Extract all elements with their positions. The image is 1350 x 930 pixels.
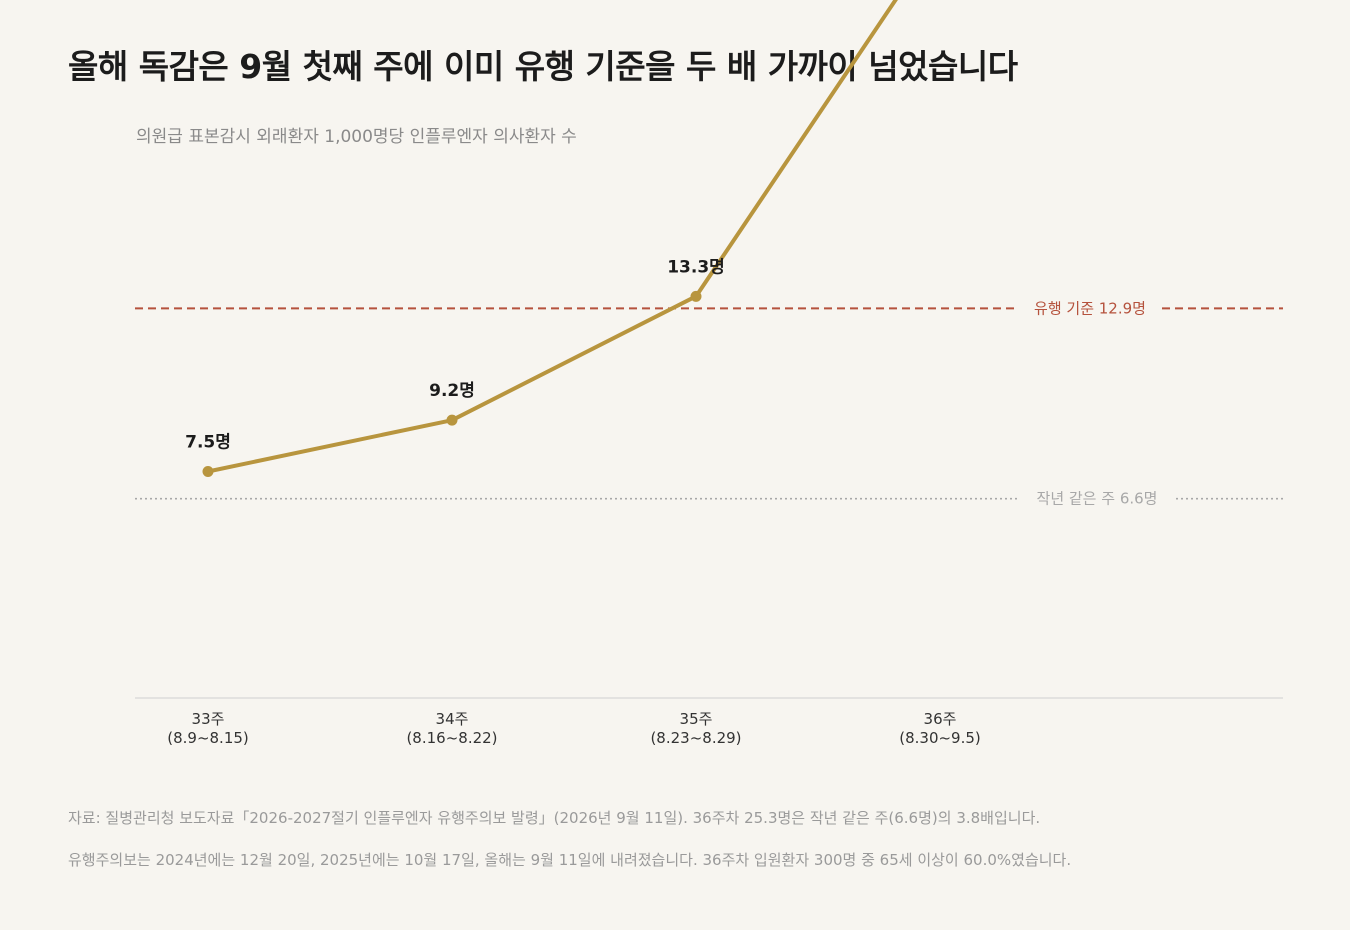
value-label-1: 9.2명 xyxy=(429,381,475,401)
x-tick-sublabel-0: (8.9~8.15) xyxy=(167,729,249,747)
x-tick-label-3: 36주 xyxy=(924,710,957,728)
chart-subtitle: 의원급 표본감시 외래환자 1,000명당 인플루엔자 의사환자 수 xyxy=(136,127,577,147)
x-tick-sublabel-1: (8.16~8.22) xyxy=(406,729,497,747)
x-tick-sublabel-3: (8.30~9.5) xyxy=(899,729,981,747)
source-note-1: 자료: 질병관리청 보도자료「2026-2027절기 인플루엔자 유행주의보 발… xyxy=(68,809,1041,827)
x-tick-label-1: 34주 xyxy=(436,710,469,728)
value-label-0: 7.5명 xyxy=(185,433,231,453)
x-tick-label-0: 33주 xyxy=(192,710,225,728)
source-note-2: 유행주의보는 2024년에는 12월 20일, 2025년에는 10월 17일,… xyxy=(68,851,1072,869)
x-tick-sublabel-2: (8.23~8.29) xyxy=(650,729,741,747)
data-point-2 xyxy=(690,290,702,302)
x-tick-label-2: 35주 xyxy=(680,710,713,728)
reference-label-1: 작년 같은 주 6.6명 xyxy=(1037,490,1158,508)
reference-label-0: 유행 기준 12.9명 xyxy=(1034,299,1146,317)
value-label-2: 13.3명 xyxy=(667,257,725,277)
series-line-0 xyxy=(206,0,898,474)
data-point-1 xyxy=(446,414,458,426)
data-point-0 xyxy=(202,466,214,477)
